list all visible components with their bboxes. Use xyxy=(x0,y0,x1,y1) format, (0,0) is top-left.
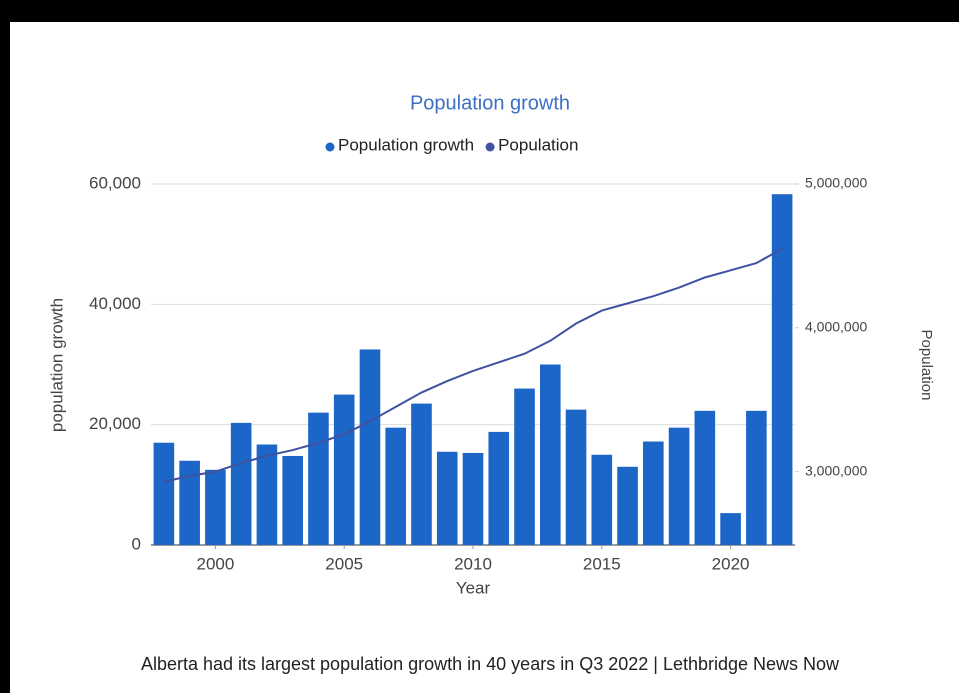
x-tick-label: 2005 xyxy=(325,554,363,573)
bar xyxy=(153,442,175,545)
legend-marker xyxy=(485,142,495,152)
legend-label: Population growth xyxy=(338,135,474,154)
bar xyxy=(694,410,716,545)
y-tick-label: 20,000 xyxy=(89,414,141,433)
x-tick-label: 2020 xyxy=(712,554,750,573)
bar xyxy=(565,409,587,545)
y2-tick-label: 4,000,000 xyxy=(805,319,867,335)
y-tick-label: 40,000 xyxy=(89,294,141,313)
bar xyxy=(411,403,432,545)
bar xyxy=(668,427,690,545)
bar xyxy=(230,422,252,545)
bar xyxy=(333,394,355,545)
bar xyxy=(359,349,381,545)
bar xyxy=(256,444,278,545)
legend-marker xyxy=(325,142,335,152)
bar xyxy=(771,194,793,545)
bar xyxy=(746,410,767,545)
y2-tick-label: 3,000,000 xyxy=(805,462,867,478)
bar xyxy=(436,451,458,545)
bar xyxy=(488,431,510,545)
line xyxy=(163,247,783,483)
bar xyxy=(308,412,329,545)
legend-label: Population xyxy=(498,135,578,154)
bar xyxy=(179,460,200,545)
bar xyxy=(539,364,561,545)
x-tick-label: 2000 xyxy=(196,554,234,573)
y-tick-label: 0 xyxy=(132,534,141,553)
chart-title: Population growth xyxy=(410,92,570,114)
y2-tick-label: 5,000,000 xyxy=(805,175,867,191)
background xyxy=(10,22,959,693)
x-axis-title: Year xyxy=(456,578,491,597)
bar xyxy=(617,466,638,545)
y-axis-title: population growth xyxy=(47,298,66,432)
bar xyxy=(643,441,664,545)
caption: Alberta had its largest population growt… xyxy=(141,654,840,674)
bar xyxy=(514,388,535,545)
bar xyxy=(385,427,407,545)
bar xyxy=(205,469,226,545)
y2-axis-title: Population xyxy=(918,330,935,401)
bar xyxy=(462,452,484,545)
bar xyxy=(282,455,303,545)
x-tick-label: 2010 xyxy=(454,554,492,573)
bar xyxy=(591,454,613,545)
bar xyxy=(720,513,741,545)
x-tick-label: 2015 xyxy=(583,554,621,573)
y-tick-label: 60,000 xyxy=(89,173,141,192)
